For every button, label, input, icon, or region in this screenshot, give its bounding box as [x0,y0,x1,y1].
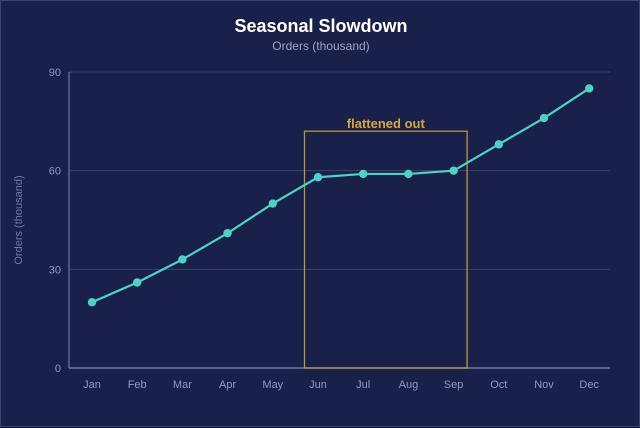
x-tick-label-mar: Mar [173,379,192,391]
x-tick-label-sep: Sep [444,379,464,391]
data-point-feb [133,278,142,287]
data-point-aug [404,169,413,179]
chart-title: Seasonal Slowdown [234,16,408,36]
annotation-box [303,130,468,369]
y-tick-label-90: 90 [49,67,61,79]
data-point-jan [87,298,97,307]
x-tick-label-may: May [262,379,283,391]
y-tick-label-60: 60 [49,166,61,178]
data-point-may [268,199,277,208]
x-tick-label-apr: Apr [219,379,236,391]
data-point-dec [585,84,594,93]
data-point-jun [313,173,323,182]
y-tick-label-0: 0 [55,363,61,375]
data-point-oct [494,140,503,149]
x-tick-label-feb: Feb [128,379,147,391]
chart-subtitle: Orders (thousand) [272,39,370,53]
series-line [90,87,591,304]
x-tick-label-jan: Jan [83,379,101,391]
x-tick-label-jun: Jun [309,379,327,391]
annotation-label: flattened out [347,116,426,131]
x-tick-label-oct: Oct [490,379,507,391]
x-tick-label-jul: Jul [356,379,370,391]
data-point-apr [223,228,232,238]
data-point-sep [449,166,458,175]
x-tick-label-nov: Nov [534,379,554,391]
x-tick-label-aug: Aug [399,379,419,391]
y-axis-label: Orders (thousand) [13,175,25,264]
y-tick-label-30: 30 [49,264,61,276]
data-point-nov [539,113,549,123]
data-point-jul [359,169,368,179]
data-point-mar [178,255,187,264]
x-tick-label-dec: Dec [579,379,599,391]
